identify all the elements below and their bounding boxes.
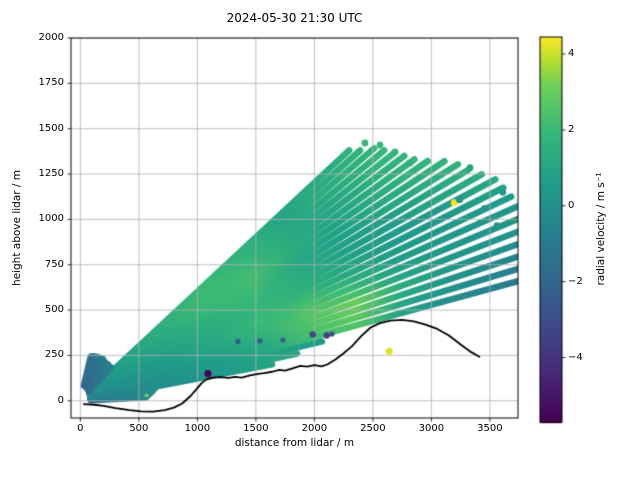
x-axis-label: distance from lidar / m — [234, 437, 355, 449]
x-tick-label: 0 — [77, 423, 84, 434]
y-tick-label: 2000 — [38, 32, 64, 43]
y-tick-label: 1000 — [38, 213, 64, 225]
x-tick-label: 500 — [129, 423, 149, 434]
colorbar-tick-label: 0 — [568, 199, 575, 211]
colorbar-tick-label: −2 — [568, 275, 583, 287]
colorbar-tick-label: −4 — [568, 351, 583, 363]
y-tick-label: 0 — [57, 394, 64, 406]
y-tick-label: 250 — [44, 349, 64, 361]
x-tick-label: 3000 — [418, 423, 445, 434]
colorbar-tick-label: 2 — [568, 123, 575, 135]
x-tick-label: 2000 — [301, 423, 328, 434]
y-tick-label: 1500 — [38, 122, 64, 134]
x-tick-label: 1500 — [243, 423, 269, 434]
y-tick-label: 1750 — [38, 77, 64, 89]
y-tick-label: 1250 — [38, 168, 64, 180]
y-tick-label: 500 — [44, 304, 64, 316]
plot-title: 2024-05-30 21:30 UTC — [226, 11, 363, 25]
colorbar-tick-label: 4 — [568, 48, 575, 60]
x-tick-label: 1000 — [184, 423, 211, 434]
y-tick-label: 750 — [44, 258, 64, 270]
x-tick-label: 3500 — [477, 423, 503, 434]
colorbar-label: radial velocity / m s⁻¹ — [595, 172, 607, 286]
x-tick-label: 2500 — [360, 423, 386, 434]
